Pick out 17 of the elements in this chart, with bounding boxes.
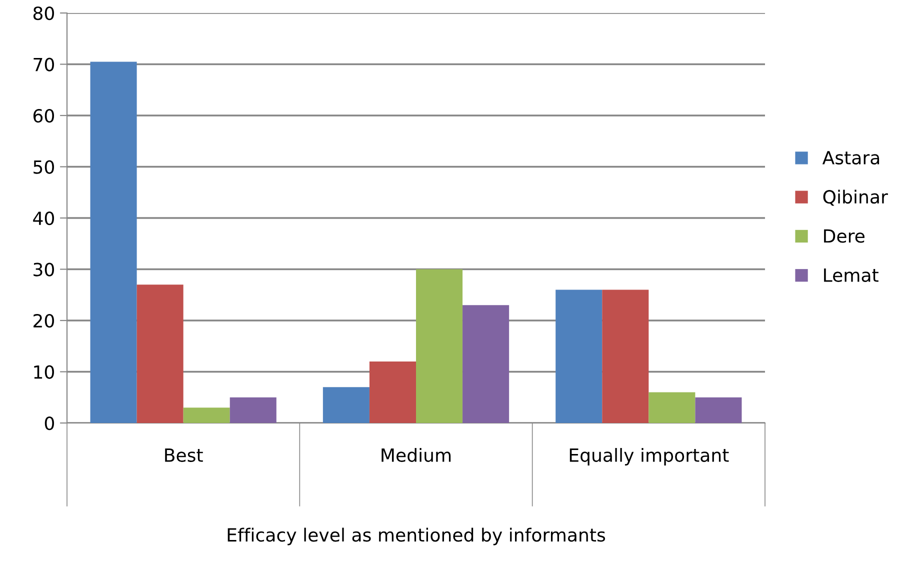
y-tick-label: 60 bbox=[33, 108, 54, 123]
y-tick-label: 30 bbox=[34, 262, 54, 276]
y-tick-label: 40 bbox=[33, 211, 54, 226]
x-tick-label: Equally important bbox=[570, 448, 729, 466]
y-tick-label: 20 bbox=[34, 314, 54, 328]
legend-label: Astara bbox=[822, 151, 880, 165]
y-tick-label: 10 bbox=[34, 365, 54, 379]
legend-label: Lemat bbox=[824, 268, 878, 282]
y-tick-label: 50 bbox=[34, 160, 54, 174]
legend-label: Qibinar bbox=[823, 190, 888, 206]
legend-label: Dere bbox=[824, 229, 864, 243]
x-axis-title: Efficacy level as mentioned by informants bbox=[228, 528, 606, 546]
y-tick-label: 80 bbox=[33, 6, 54, 20]
x-tick-label: Medium bbox=[382, 448, 451, 462]
y-tick-label: 70 bbox=[34, 58, 54, 72]
y-tick-label: 0 bbox=[44, 416, 54, 430]
x-tick-label: Best bbox=[165, 448, 203, 462]
